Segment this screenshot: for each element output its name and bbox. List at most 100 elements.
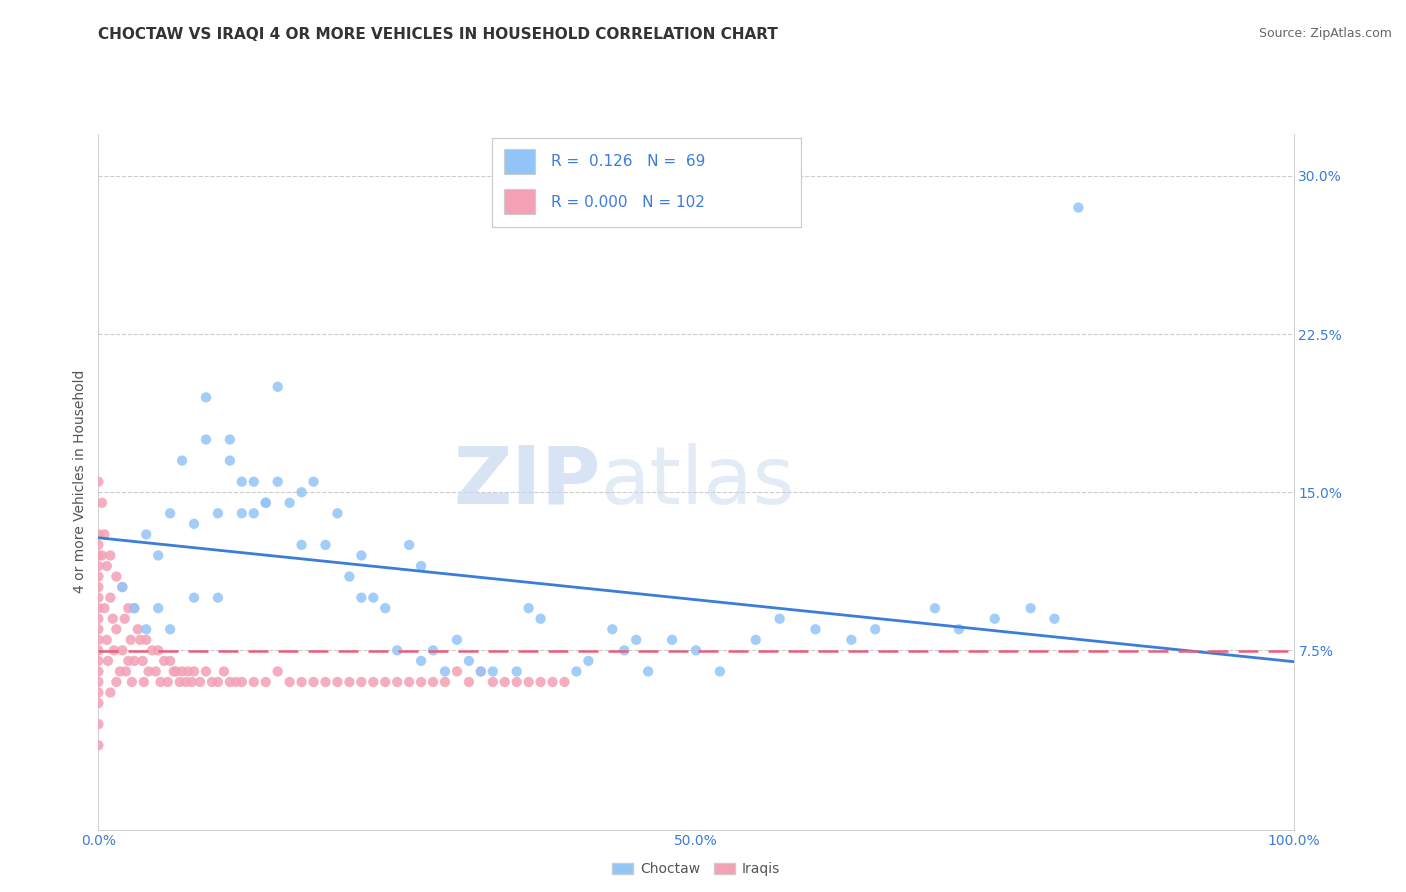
- Point: [165, 665, 187, 679]
- Point: [481, 675, 505, 690]
- Point: [212, 665, 235, 679]
- Point: [180, 675, 202, 690]
- Point: [91, 549, 114, 563]
- Point: [87, 654, 110, 668]
- Text: R = 0.000   N = 102: R = 0.000 N = 102: [551, 194, 704, 210]
- Point: [624, 632, 647, 647]
- FancyBboxPatch shape: [505, 189, 536, 214]
- Point: [302, 475, 325, 489]
- Point: [576, 654, 599, 668]
- Point: [290, 675, 312, 690]
- Point: [129, 632, 152, 647]
- Point: [350, 675, 373, 690]
- Point: [148, 601, 170, 615]
- Point: [87, 559, 110, 574]
- Point: [148, 549, 170, 563]
- Point: [132, 675, 155, 690]
- Point: [924, 601, 946, 615]
- Point: [254, 675, 277, 690]
- Point: [541, 675, 564, 690]
- Point: [709, 665, 731, 679]
- Point: [290, 485, 312, 500]
- Point: [87, 591, 110, 605]
- Point: [194, 665, 217, 679]
- Point: [105, 675, 128, 690]
- Point: [131, 654, 153, 668]
- Point: [138, 665, 160, 679]
- FancyBboxPatch shape: [505, 149, 536, 174]
- Y-axis label: 4 or more Vehicles in Household: 4 or more Vehicles in Household: [73, 370, 87, 593]
- Point: [768, 612, 790, 626]
- Point: [194, 433, 217, 447]
- Point: [278, 675, 301, 690]
- Point: [337, 569, 360, 583]
- Point: [839, 632, 862, 647]
- Point: [745, 632, 768, 647]
- Point: [87, 527, 110, 541]
- Point: [433, 675, 456, 690]
- Point: [145, 665, 167, 679]
- Point: [243, 675, 266, 690]
- Point: [254, 496, 277, 510]
- Point: [231, 675, 253, 690]
- Point: [225, 675, 247, 690]
- Point: [183, 516, 205, 531]
- Point: [446, 665, 468, 679]
- Point: [385, 675, 409, 690]
- Point: [1043, 612, 1066, 626]
- Point: [315, 675, 337, 690]
- Point: [194, 390, 217, 404]
- Point: [219, 453, 242, 467]
- Point: [267, 475, 290, 489]
- Point: [517, 675, 540, 690]
- Point: [219, 433, 242, 447]
- Point: [374, 601, 396, 615]
- Point: [172, 665, 194, 679]
- Point: [111, 643, 134, 657]
- Point: [98, 549, 122, 563]
- Point: [207, 506, 229, 520]
- Point: [278, 496, 301, 510]
- Point: [554, 675, 576, 690]
- Point: [163, 665, 186, 679]
- Point: [87, 632, 110, 647]
- Point: [600, 622, 623, 636]
- Point: [207, 591, 229, 605]
- Point: [398, 538, 420, 552]
- Point: [153, 654, 176, 668]
- Point: [149, 675, 172, 690]
- Point: [105, 569, 128, 583]
- Point: [494, 675, 516, 690]
- Point: [350, 591, 373, 605]
- Point: [411, 654, 433, 668]
- Point: [983, 612, 1005, 626]
- Point: [111, 580, 134, 594]
- Point: [98, 591, 122, 605]
- Point: [172, 453, 194, 467]
- Text: atlas: atlas: [600, 442, 794, 521]
- Point: [177, 665, 200, 679]
- Point: [337, 675, 360, 690]
- Point: [948, 622, 970, 636]
- Point: [433, 665, 456, 679]
- Point: [470, 665, 492, 679]
- Point: [87, 612, 110, 626]
- Point: [87, 696, 110, 710]
- Point: [446, 632, 468, 647]
- Point: [685, 643, 707, 657]
- Point: [411, 559, 433, 574]
- Point: [398, 675, 420, 690]
- Point: [141, 643, 163, 657]
- Point: [96, 559, 118, 574]
- Point: [174, 675, 197, 690]
- Point: [254, 496, 277, 510]
- Point: [315, 538, 337, 552]
- Point: [863, 622, 886, 636]
- Point: [124, 601, 146, 615]
- Point: [159, 622, 181, 636]
- Text: ZIP: ZIP: [453, 442, 600, 521]
- Point: [111, 580, 134, 594]
- Point: [1019, 601, 1042, 615]
- Point: [135, 632, 157, 647]
- Point: [267, 665, 290, 679]
